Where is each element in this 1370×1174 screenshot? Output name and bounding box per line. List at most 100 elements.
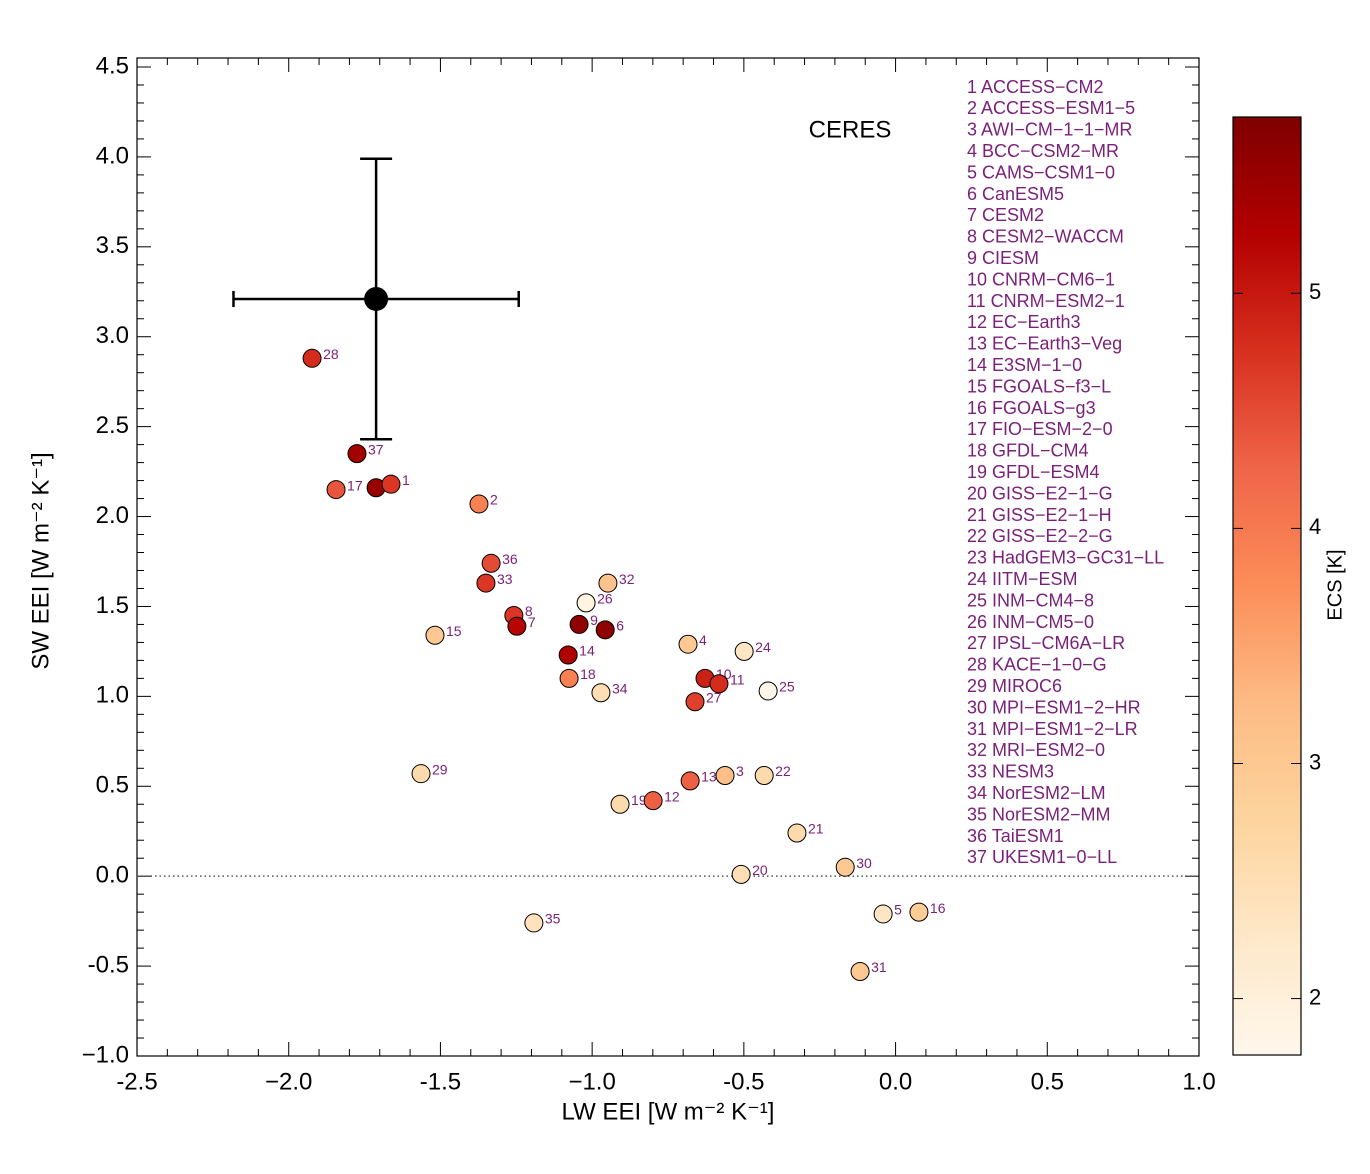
legend-entry: 30 MPI−ESM1−2−HR: [967, 697, 1141, 717]
model-point: [873, 904, 893, 924]
legend-entry: 16 FGOALS−g3: [967, 398, 1096, 418]
y-axis-label: SW EEI [W m⁻² K⁻¹]: [27, 452, 54, 669]
point-label: 14: [579, 643, 595, 659]
legend-entry: 23 HadGEM3−GC31−LL: [967, 548, 1164, 568]
colorbar-tick-label: 4: [1309, 514, 1321, 539]
point-label: 27: [706, 689, 722, 705]
x-tick-label: 0.5: [1031, 1068, 1064, 1095]
point-label: 2: [490, 492, 498, 508]
legend-entry: 29 MIROC6: [967, 676, 1062, 696]
point-label: 21: [808, 821, 824, 837]
legend-entry: 7 CESM2: [967, 205, 1044, 225]
legend-entry: 34 NorESM2−LM: [967, 783, 1106, 803]
model-point: [610, 794, 630, 814]
legend-entry: 4 BCC−CSM2−MR: [967, 141, 1119, 161]
point-label: 25: [779, 679, 795, 695]
legend-entry: 28 KACE−1−0−G: [967, 655, 1107, 675]
legend-entry: 26 INM−CM5−0: [967, 612, 1094, 632]
x-tick-label: −2.0: [265, 1068, 312, 1095]
x-tick-label: −1.0: [568, 1068, 615, 1095]
model-point: [558, 645, 578, 665]
point-label: 36: [502, 551, 518, 567]
point-label: 28: [323, 346, 339, 362]
model-point: [754, 765, 774, 785]
point-label: 31: [871, 959, 887, 975]
point-label: 29: [432, 761, 448, 777]
model-point: [709, 674, 729, 694]
legend-entry: 13 EC−Earth3−Veg: [967, 334, 1122, 354]
model-point: [643, 791, 663, 811]
point-label: 5: [894, 902, 902, 918]
legend-entry: 3 AWI−CM−1−1−MR: [967, 120, 1132, 140]
legend-entry: 36 TaiESM1: [967, 826, 1064, 846]
x-tick-label: 1.0: [1182, 1068, 1215, 1095]
point-label: 4: [699, 632, 707, 648]
model-point: [598, 573, 618, 593]
y-tick-label: 2.5: [96, 412, 129, 439]
colorbar-tick-label: 3: [1309, 749, 1321, 774]
legend-entry: 32 MRI−ESM2−0: [967, 740, 1105, 760]
x-tick-label: -0.5: [723, 1068, 764, 1095]
point-label: 3: [736, 763, 744, 779]
legend-entry: 10 CNRM−CM6−1: [967, 269, 1115, 289]
model-point: [909, 902, 929, 922]
y-tick-label: 4.5: [96, 52, 129, 79]
legend-entry: 22 GISS−E2−2−G: [967, 526, 1113, 546]
model-point: [835, 857, 855, 877]
point-label: 37: [368, 441, 384, 457]
point-label: 6: [616, 618, 624, 634]
point-label: 8: [525, 603, 533, 619]
annotation: CERES: [809, 116, 892, 143]
model-point: [302, 348, 322, 368]
point-label: 16: [930, 900, 946, 916]
point-label: 22: [775, 763, 791, 779]
legend-entry: 9 CIESM: [967, 248, 1039, 268]
point-label: 18: [580, 666, 596, 682]
legend-entry: 14 E3SM−1−0: [967, 355, 1082, 375]
legend-entry: 15 FGOALS−f3−L: [967, 376, 1111, 396]
model-point: [850, 961, 870, 981]
colorbar-label: ECS [K]: [1324, 549, 1346, 620]
plot-frame: [136, 57, 1200, 1057]
y-tick-label: 4.0: [96, 142, 129, 169]
y-tick-label: 0.5: [96, 772, 129, 799]
legend-entry: 18 GFDL−CM4: [967, 441, 1089, 461]
point-label: 11: [730, 671, 745, 687]
legend-entry: 37 UKESM1−0−LL: [967, 847, 1117, 867]
model-point: [715, 765, 735, 785]
point-label: 19: [631, 792, 647, 808]
legend-entry: 19 GFDL−ESM4: [967, 462, 1100, 482]
y-tick-label: 0.0: [96, 862, 129, 889]
legend-entry: 20 GISS−E2−1−G: [967, 483, 1113, 503]
legend-entry: 8 CESM2−WACCM: [967, 227, 1124, 247]
legend-entry: 11 CNRM−ESM2−1: [967, 291, 1125, 311]
point-label: 15: [446, 623, 462, 639]
y-tick-label: 1.0: [96, 682, 129, 709]
colorbar-tick-label: 2: [1309, 984, 1321, 1009]
point-label: 13: [701, 769, 717, 785]
point-label: 20: [752, 862, 768, 878]
point-label: 30: [856, 855, 872, 871]
model-point: [678, 634, 698, 654]
legend-entry: 2 ACCESS−ESM1−5: [967, 98, 1135, 118]
legend-entry: 12 EC−Earth3: [967, 312, 1081, 332]
model-point: [347, 444, 367, 464]
colorbar: [1232, 116, 1302, 1056]
point-label: 7: [528, 614, 536, 630]
point-label: 1: [402, 472, 410, 488]
legend-entry: 31 MPI−ESM1−2−LR: [967, 719, 1138, 739]
y-tick-label: 3.0: [96, 322, 129, 349]
point-label: 9: [590, 612, 598, 628]
legend-entry: 25 INM−CM4−8: [967, 590, 1094, 610]
y-tick-label: 2.0: [96, 502, 129, 529]
point-label: 34: [612, 680, 628, 696]
observation-point: [364, 286, 389, 311]
point-label: 33: [497, 571, 513, 587]
legend-entry: 6 CanESM5: [967, 184, 1064, 204]
x-tick-label: -2.5: [116, 1068, 157, 1095]
model-point: [685, 692, 705, 712]
point-label: 26: [597, 591, 613, 607]
legend-entry: 24 IITM−ESM: [967, 569, 1078, 589]
legend-entry: 33 NESM3: [967, 762, 1054, 782]
legend-entry: 17 FIO−ESM−2−0: [967, 419, 1113, 439]
